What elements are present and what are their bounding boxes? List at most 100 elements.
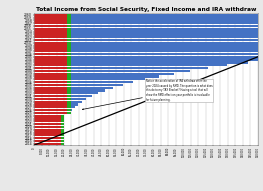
Bar xyxy=(71,67,208,69)
Bar xyxy=(67,81,71,83)
Bar xyxy=(34,36,67,38)
Bar xyxy=(34,117,61,120)
Bar xyxy=(67,78,71,80)
Bar xyxy=(67,45,71,47)
Bar xyxy=(34,61,67,64)
Bar xyxy=(34,137,61,139)
Bar xyxy=(71,75,159,78)
Bar xyxy=(71,42,263,44)
Bar xyxy=(67,98,71,100)
Bar xyxy=(61,115,64,117)
Bar xyxy=(34,75,67,78)
Bar xyxy=(67,33,71,36)
Bar xyxy=(34,56,67,58)
Bar xyxy=(34,78,67,80)
Bar xyxy=(61,126,64,128)
Bar xyxy=(67,36,71,38)
Bar xyxy=(71,89,105,92)
Bar xyxy=(67,39,71,41)
Bar xyxy=(67,106,71,108)
Bar xyxy=(34,87,67,89)
Bar xyxy=(71,98,86,100)
Bar xyxy=(34,70,67,72)
Bar xyxy=(67,103,71,106)
Bar xyxy=(71,14,263,16)
Bar xyxy=(34,22,67,24)
Bar xyxy=(61,137,64,139)
Bar xyxy=(67,87,71,89)
Bar xyxy=(34,45,67,47)
Bar xyxy=(34,73,67,75)
Bar xyxy=(34,126,61,128)
Bar xyxy=(34,42,67,44)
Bar xyxy=(67,64,71,66)
Bar xyxy=(67,112,71,114)
Bar xyxy=(34,131,61,134)
Bar xyxy=(61,143,64,145)
Bar xyxy=(71,28,263,30)
Bar xyxy=(71,47,263,50)
Bar xyxy=(34,103,67,106)
Bar xyxy=(71,70,190,72)
Bar xyxy=(71,103,78,106)
Bar xyxy=(67,58,71,61)
Bar xyxy=(34,140,61,142)
Bar xyxy=(34,30,67,33)
Bar xyxy=(34,109,67,111)
Bar xyxy=(61,134,64,137)
Bar xyxy=(67,47,71,50)
Bar xyxy=(34,134,61,137)
Bar xyxy=(71,100,82,103)
Bar xyxy=(34,89,67,92)
Bar xyxy=(34,16,67,19)
Bar xyxy=(34,95,67,97)
Bar xyxy=(34,112,67,114)
Bar xyxy=(71,61,248,64)
Bar xyxy=(61,140,64,142)
Bar xyxy=(34,64,67,66)
Bar xyxy=(71,58,263,61)
Bar xyxy=(71,25,263,27)
Bar xyxy=(71,81,133,83)
Bar xyxy=(34,39,67,41)
Bar xyxy=(71,22,263,24)
Bar xyxy=(71,30,263,33)
Text: Notice the acceleration of IRA withdraw after the
year 2024 caused by RMD. The q: Notice the acceleration of IRA withdraw … xyxy=(82,79,213,110)
Bar xyxy=(34,19,67,22)
Bar xyxy=(71,64,227,66)
Bar xyxy=(34,123,61,125)
Bar xyxy=(67,19,71,22)
Bar xyxy=(71,106,75,108)
Bar xyxy=(71,16,263,19)
Bar xyxy=(71,95,92,97)
Bar xyxy=(71,78,145,80)
Bar xyxy=(71,92,98,94)
Bar xyxy=(67,92,71,94)
Bar xyxy=(34,143,61,145)
Bar xyxy=(34,28,67,30)
Bar xyxy=(34,84,67,86)
Bar xyxy=(71,36,263,38)
Bar xyxy=(71,39,263,41)
Bar xyxy=(34,47,67,50)
Bar xyxy=(61,129,64,131)
Bar xyxy=(34,120,61,122)
Bar xyxy=(67,16,71,19)
Bar xyxy=(34,98,67,100)
Bar xyxy=(67,100,71,103)
Bar xyxy=(34,115,61,117)
Bar xyxy=(67,53,71,55)
Bar xyxy=(61,131,64,134)
Bar xyxy=(67,25,71,27)
Bar xyxy=(34,14,67,16)
Bar xyxy=(67,109,71,111)
Bar xyxy=(71,87,113,89)
Bar xyxy=(67,42,71,44)
Bar xyxy=(71,84,123,86)
Bar xyxy=(34,33,67,36)
Bar xyxy=(67,89,71,92)
Bar xyxy=(67,70,71,72)
Bar xyxy=(67,95,71,97)
Bar xyxy=(34,50,67,52)
Bar xyxy=(71,73,174,75)
